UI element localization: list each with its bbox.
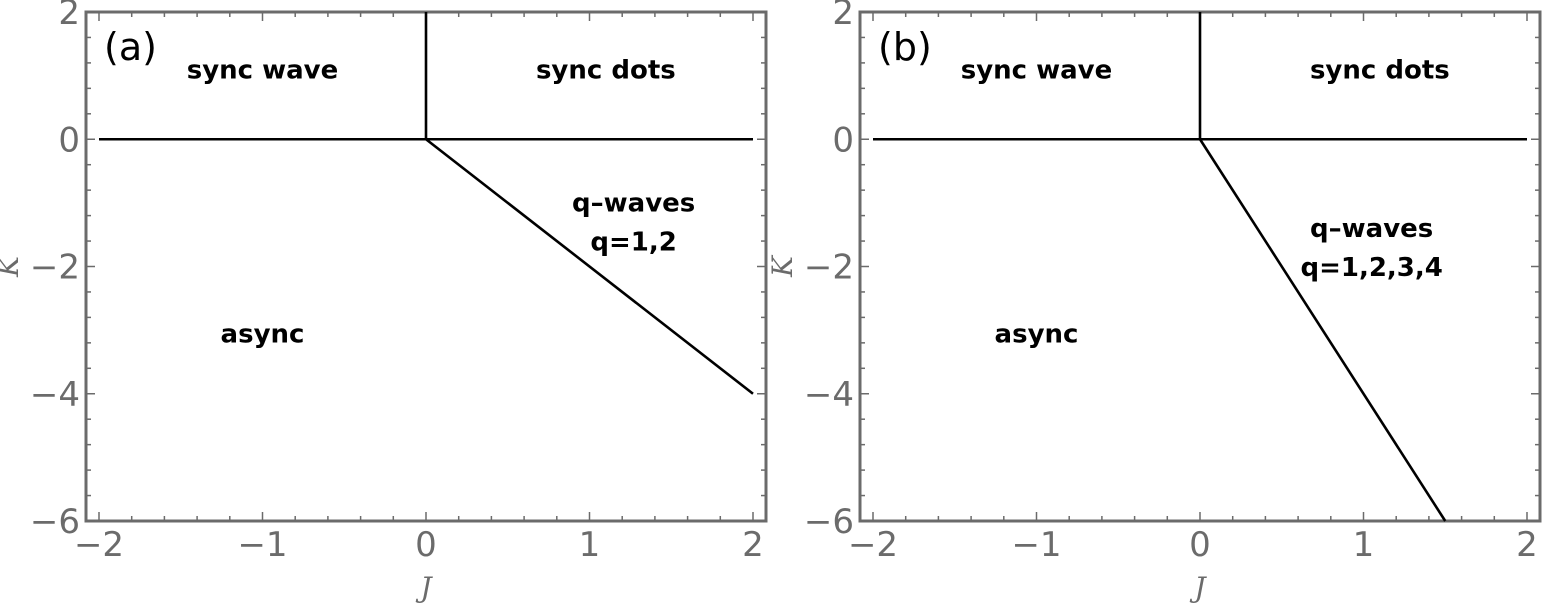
panel-a-x-axis-label: J	[415, 571, 433, 604]
panel-b-region-label-q-waves: q–waves	[1310, 214, 1433, 244]
panel-b-boundary-line-3	[1198, 138, 1447, 522]
panel-b-x-tick-label: −1	[1011, 525, 1061, 565]
panel-a-region-label-q-waves: q–waves	[572, 188, 695, 218]
panel-a-y-tick-label: 2	[58, 0, 80, 33]
panel-a-x-tick-label: 2	[742, 525, 764, 565]
panel-b-y-tick-label: −2	[804, 248, 854, 288]
panel-a: −2 −1 0 1 2 −6 −4 −2 0 2 J K (a) sync wave sync dots q–…	[0, 0, 768, 604]
panel-a-x-tick-label: 1	[579, 525, 601, 565]
panel-b-y-tick-label: −6	[804, 502, 854, 542]
panel-b: −2 −1 0 1 2 −6 −4 −2 0 2 J K (b) sync wave sync dots q–…	[766, 0, 1542, 604]
panel-a-x-tick-label: 0	[415, 525, 437, 565]
panel-b-region-label-q-1-2-3-4: q=1,2,3,4	[1300, 253, 1442, 283]
panel-b-region-label-async: async	[995, 319, 1079, 349]
panel-a-y-tick-label: −2	[30, 248, 80, 288]
panel-b-region-label-sync-wave: sync wave	[961, 55, 1113, 85]
panel-b-region-label-sync-dots: sync dots	[1310, 55, 1450, 85]
panel-a-region-label-sync-wave: sync wave	[187, 55, 339, 85]
panel-b-x-axis-label: J	[1189, 571, 1207, 604]
panel-b-y-tick-label: 2	[832, 0, 854, 33]
panel-a-y-tick-label: −6	[30, 502, 80, 542]
panel-a-y-axis-label: K	[0, 254, 25, 278]
panel-a-region-label-sync-dots: sync dots	[536, 55, 676, 85]
panel-b-y-axis-label: K	[766, 254, 799, 278]
panel-a-region-label-async: async	[221, 319, 305, 349]
panel-a-y-tick-label: −4	[30, 375, 80, 415]
panel-a-boundary-line-3	[425, 138, 754, 395]
panel-a-x-tick-label: −1	[237, 525, 287, 565]
panel-b-x-tick-label: 0	[1189, 525, 1211, 565]
panel-b-y-tick-label: 0	[832, 120, 854, 160]
panel-a-x-tick-label: −2	[74, 525, 124, 565]
panel-b-y-tick-label: −4	[804, 375, 854, 415]
panel-b-x-tick-label: −2	[848, 525, 898, 565]
panel-b-x-tick-label: 1	[1353, 525, 1375, 565]
panel-b-label: (b)	[878, 25, 932, 69]
panel-b-x-tick-label: 2	[1516, 525, 1538, 565]
panel-a-label: (a)	[104, 25, 157, 69]
panel-a-region-label-q-1-2: q=1,2	[590, 227, 676, 257]
panel-a-y-tick-label: 0	[58, 120, 80, 160]
